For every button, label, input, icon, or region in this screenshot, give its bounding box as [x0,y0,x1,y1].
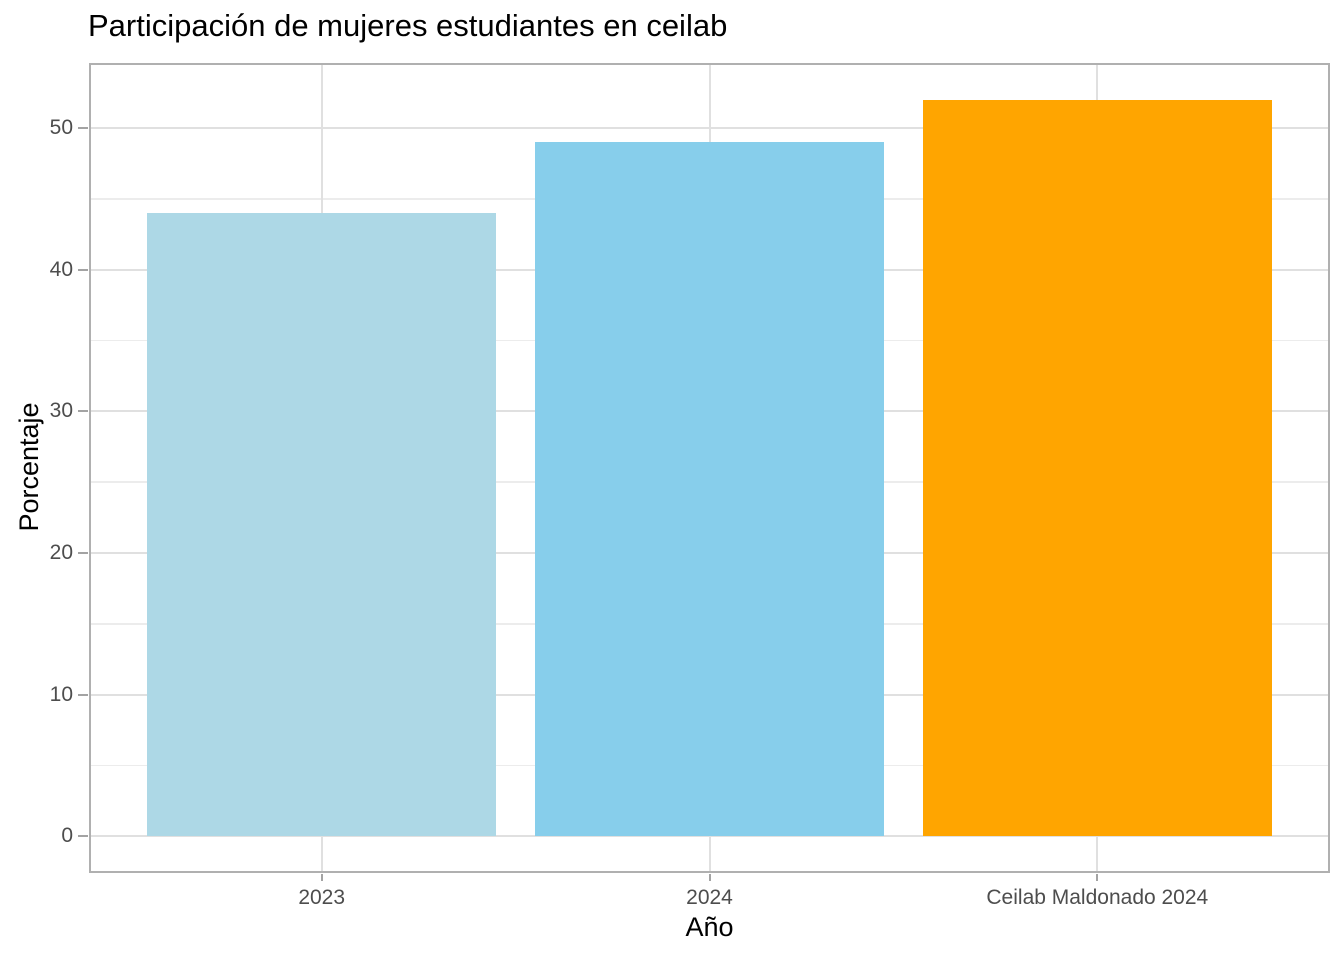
y-tick-label: 40 [49,257,73,281]
y-axis-tick [78,268,88,271]
y-tick-label: 30 [49,399,73,423]
y-axis-tick [78,410,88,413]
chart-title: Participación de mujeres estudiantes en … [88,8,728,43]
x-axis-title: Año [685,912,734,942]
bar-ceilab-maldonado-2024 [922,99,1272,837]
y-tick-label: 10 [49,682,73,706]
y-tick-label: 50 [49,116,73,140]
x-tick-label: 2024 [686,886,733,909]
bar-2023 [147,213,497,837]
plot-panel [89,63,1330,873]
y-tick-label: 20 [49,540,73,564]
x-tick-label: 2023 [298,886,346,909]
y-axis-tick [78,693,88,696]
bar-2024 [534,142,885,837]
x-axis-tick [708,874,711,881]
x-tick-label: Ceilab Maldonado 2024 [986,886,1209,909]
y-axis-tick [78,127,88,130]
y-tick-label: 0 [61,824,73,848]
x-axis-tick [1096,874,1099,881]
bar-layer [89,63,1330,873]
y-axis-tick [78,551,88,554]
x-axis-tick [320,874,323,881]
y-axis-tick [78,835,88,838]
